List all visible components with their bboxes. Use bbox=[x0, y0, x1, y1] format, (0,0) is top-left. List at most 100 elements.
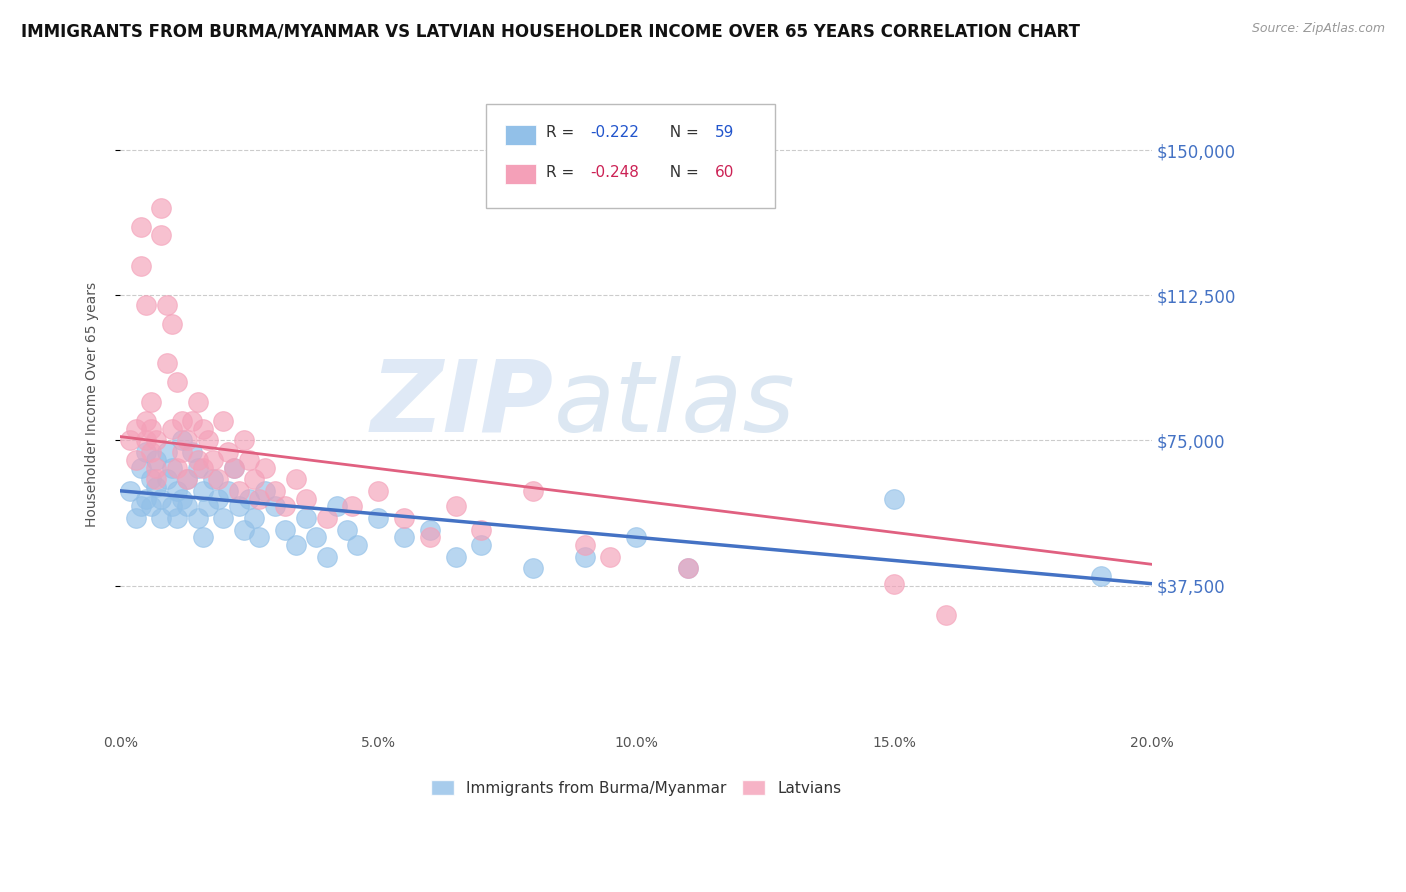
Point bbox=[243, 472, 266, 486]
Y-axis label: Householder Income Over 65 years: Householder Income Over 65 years bbox=[86, 282, 100, 526]
Point bbox=[155, 356, 177, 370]
Point bbox=[1090, 569, 1112, 583]
Text: N =: N = bbox=[659, 165, 703, 179]
Point bbox=[135, 414, 157, 428]
Point bbox=[444, 549, 467, 564]
Point bbox=[522, 561, 544, 575]
Point bbox=[135, 298, 157, 312]
Text: N =: N = bbox=[659, 126, 703, 140]
Point bbox=[135, 445, 157, 459]
Point bbox=[315, 511, 337, 525]
Point bbox=[124, 422, 146, 436]
Point bbox=[176, 434, 198, 448]
Point bbox=[129, 460, 152, 475]
Point bbox=[186, 452, 208, 467]
Point bbox=[444, 500, 467, 514]
Point bbox=[170, 491, 193, 506]
Point bbox=[181, 445, 204, 459]
Point bbox=[135, 491, 157, 506]
Point bbox=[139, 472, 162, 486]
Text: ZIP: ZIP bbox=[371, 356, 554, 452]
Point bbox=[419, 523, 441, 537]
Point bbox=[367, 483, 389, 498]
Point bbox=[883, 491, 905, 506]
Point bbox=[419, 530, 441, 544]
Point bbox=[139, 500, 162, 514]
Point bbox=[202, 472, 225, 486]
Point bbox=[212, 511, 235, 525]
Point bbox=[176, 472, 198, 486]
Point bbox=[139, 445, 162, 459]
Bar bbox=[505, 164, 536, 184]
Point bbox=[170, 414, 193, 428]
Point bbox=[233, 523, 256, 537]
Point bbox=[191, 530, 214, 544]
Point bbox=[120, 434, 142, 448]
Text: -0.248: -0.248 bbox=[591, 165, 640, 179]
Point bbox=[124, 511, 146, 525]
Point bbox=[160, 318, 183, 332]
Point bbox=[212, 414, 235, 428]
Point bbox=[155, 445, 177, 459]
Point bbox=[197, 434, 219, 448]
Point bbox=[191, 460, 214, 475]
Point bbox=[367, 511, 389, 525]
Point bbox=[166, 460, 188, 475]
Point bbox=[284, 472, 307, 486]
Point bbox=[274, 523, 297, 537]
Text: 60: 60 bbox=[714, 165, 734, 179]
Point bbox=[166, 511, 188, 525]
Point bbox=[228, 483, 250, 498]
Point bbox=[305, 530, 328, 544]
Point bbox=[202, 452, 225, 467]
Text: atlas: atlas bbox=[554, 356, 796, 452]
Point bbox=[197, 500, 219, 514]
Point bbox=[264, 483, 287, 498]
Point bbox=[186, 460, 208, 475]
Point bbox=[170, 434, 193, 448]
Point bbox=[150, 491, 173, 506]
Point bbox=[166, 483, 188, 498]
Text: -0.222: -0.222 bbox=[591, 126, 640, 140]
Point bbox=[295, 491, 318, 506]
Point bbox=[222, 460, 245, 475]
Point bbox=[295, 511, 318, 525]
Point bbox=[135, 434, 157, 448]
Point bbox=[264, 500, 287, 514]
Point bbox=[228, 500, 250, 514]
Text: R =: R = bbox=[547, 126, 579, 140]
Point bbox=[346, 538, 368, 552]
Text: R =: R = bbox=[547, 165, 579, 179]
Point bbox=[191, 422, 214, 436]
Point bbox=[470, 538, 492, 552]
Point bbox=[166, 376, 188, 390]
Point bbox=[155, 472, 177, 486]
Point bbox=[186, 394, 208, 409]
Point bbox=[139, 422, 162, 436]
Point bbox=[129, 500, 152, 514]
Point bbox=[574, 549, 596, 564]
Text: 59: 59 bbox=[714, 126, 734, 140]
Point bbox=[160, 422, 183, 436]
Point bbox=[676, 561, 699, 575]
Point bbox=[336, 523, 359, 537]
Point bbox=[129, 259, 152, 273]
Point bbox=[218, 445, 240, 459]
Point bbox=[186, 511, 208, 525]
Point bbox=[392, 511, 415, 525]
Text: Source: ZipAtlas.com: Source: ZipAtlas.com bbox=[1251, 22, 1385, 36]
Point bbox=[145, 472, 167, 486]
Point bbox=[624, 530, 647, 544]
Point bbox=[676, 561, 699, 575]
Point bbox=[599, 549, 621, 564]
Point bbox=[139, 394, 162, 409]
Point bbox=[253, 483, 276, 498]
Point bbox=[124, 452, 146, 467]
Point bbox=[181, 414, 204, 428]
Point bbox=[145, 480, 167, 494]
Point bbox=[170, 445, 193, 459]
Point bbox=[238, 491, 260, 506]
Point bbox=[155, 298, 177, 312]
Point bbox=[253, 460, 276, 475]
Point bbox=[243, 511, 266, 525]
